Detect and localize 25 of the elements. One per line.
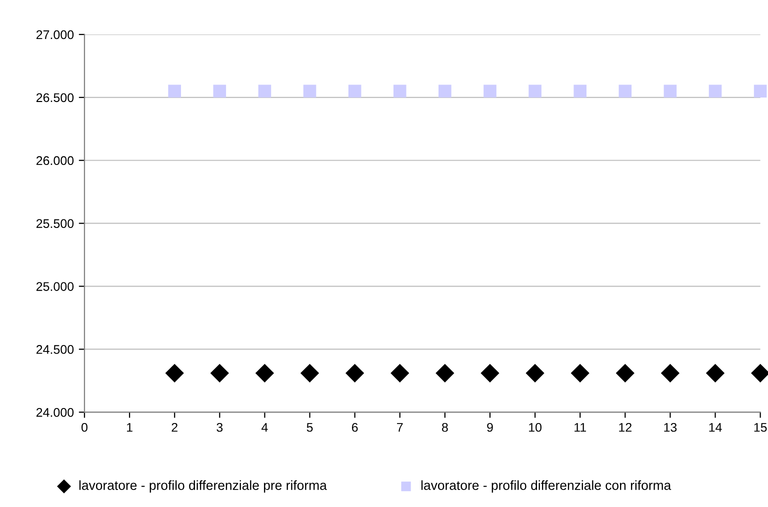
x-tick-label: 8 [442,422,448,432]
y-tick-label: 24.000 [36,408,74,417]
x-tick-label: 11 [574,423,586,432]
legend-label: lavoratore - profilo differenziale con riforma [421,480,672,493]
x-tick-label: 7 [397,423,403,432]
x-tick-label: 15 [754,423,767,432]
x-tick-label: 6 [352,422,358,432]
x-tick-label: 14 [709,423,722,432]
x-tick-label: 12 [619,422,632,432]
y-tick-label: 25.000 [36,282,74,291]
x-tick-label: 4 [262,423,268,432]
x-tick-label: 3 [216,422,223,432]
y-tick-label: 26.000 [36,156,74,166]
y-tick-label: 26.500 [36,93,74,102]
y-tick-label: 25.500 [36,219,74,228]
x-tick-label: 1 [127,423,132,432]
x-tick-label: 10 [529,422,542,432]
x-tick-label: 0 [81,422,88,432]
x-tick-label: 2 [172,422,178,432]
y-tick-label: 24.500 [36,345,74,354]
x-tick-label: 9 [487,422,493,432]
y-tick-label: 27.000 [36,30,74,40]
x-tick-label: 13 [664,422,677,432]
legend-label: lavoratore - profilo differenziale pre riforma [79,480,327,493]
x-tick-label: 5 [306,423,313,432]
